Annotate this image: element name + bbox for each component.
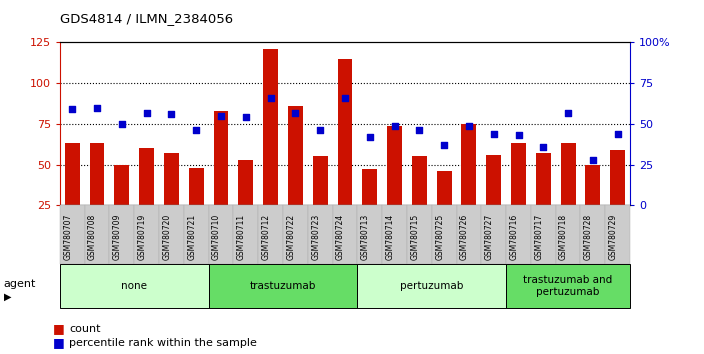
Point	[265, 95, 276, 101]
Text: pertuzumab: pertuzumab	[400, 281, 463, 291]
Text: ■: ■	[53, 336, 65, 349]
Text: GSM780727: GSM780727	[485, 214, 494, 260]
Point	[141, 110, 152, 115]
Bar	[65, 143, 80, 246]
Text: ▶: ▶	[4, 292, 11, 302]
Text: GSM780707: GSM780707	[63, 214, 73, 260]
Point	[439, 142, 450, 148]
Point	[414, 127, 425, 133]
Text: agent: agent	[4, 279, 36, 289]
Bar	[139, 148, 154, 246]
Text: GSM780719: GSM780719	[137, 214, 146, 260]
Bar	[486, 155, 501, 246]
Point	[290, 110, 301, 115]
Point	[587, 157, 598, 162]
Point	[240, 115, 251, 120]
Bar	[610, 150, 625, 246]
Text: trastuzumab and
pertuzumab: trastuzumab and pertuzumab	[524, 275, 612, 297]
Text: GSM780720: GSM780720	[163, 214, 171, 260]
Point	[191, 127, 202, 133]
Bar	[263, 49, 278, 246]
Bar	[239, 160, 253, 246]
Text: GSM780708: GSM780708	[88, 214, 97, 260]
Bar	[387, 126, 402, 246]
Point	[488, 131, 499, 137]
Point	[339, 95, 351, 101]
Bar	[313, 156, 327, 246]
Text: GSM780717: GSM780717	[534, 214, 543, 260]
Text: GSM780728: GSM780728	[584, 214, 593, 260]
Bar	[114, 165, 130, 246]
Point	[67, 107, 78, 112]
Text: GDS4814 / ILMN_2384056: GDS4814 / ILMN_2384056	[60, 12, 233, 25]
Text: GSM780729: GSM780729	[609, 214, 617, 260]
Text: GSM780723: GSM780723	[311, 214, 320, 260]
Point	[389, 123, 400, 129]
Point	[612, 131, 623, 137]
Point	[538, 144, 549, 149]
Bar	[363, 170, 377, 246]
Point	[513, 132, 524, 138]
Point	[165, 111, 177, 117]
Text: percentile rank within the sample: percentile rank within the sample	[69, 338, 257, 348]
Text: GSM780726: GSM780726	[460, 214, 469, 260]
Text: GSM780722: GSM780722	[287, 214, 296, 260]
Text: GSM780721: GSM780721	[187, 214, 196, 260]
Bar	[288, 106, 303, 246]
Bar	[586, 165, 601, 246]
Text: count: count	[69, 324, 101, 333]
Point	[463, 123, 474, 129]
Point	[116, 121, 127, 127]
Text: trastuzumab: trastuzumab	[250, 281, 316, 291]
Text: GSM780713: GSM780713	[360, 214, 370, 260]
Point	[562, 110, 574, 115]
Point	[315, 127, 326, 133]
Text: GSM780718: GSM780718	[559, 214, 568, 260]
Text: GSM780715: GSM780715	[410, 214, 420, 260]
Bar	[189, 168, 203, 246]
Point	[364, 134, 375, 140]
Bar	[213, 111, 228, 246]
Bar	[536, 153, 551, 246]
Text: GSM780712: GSM780712	[262, 214, 270, 260]
Point	[215, 113, 227, 119]
Text: GSM780711: GSM780711	[237, 214, 246, 260]
Text: ■: ■	[53, 322, 65, 335]
Bar	[337, 59, 353, 246]
Text: GSM780710: GSM780710	[212, 214, 221, 260]
Bar	[89, 143, 104, 246]
Bar	[164, 153, 179, 246]
Bar	[560, 143, 576, 246]
Text: GSM780709: GSM780709	[113, 214, 122, 260]
Bar	[412, 156, 427, 246]
Text: GSM780724: GSM780724	[336, 214, 345, 260]
Text: GSM780714: GSM780714	[386, 214, 394, 260]
Text: none: none	[121, 281, 147, 291]
Text: GSM780716: GSM780716	[510, 214, 519, 260]
Bar	[462, 124, 477, 246]
Point	[92, 105, 103, 110]
Bar	[511, 143, 526, 246]
Text: GSM780725: GSM780725	[435, 214, 444, 260]
Bar	[436, 171, 451, 246]
